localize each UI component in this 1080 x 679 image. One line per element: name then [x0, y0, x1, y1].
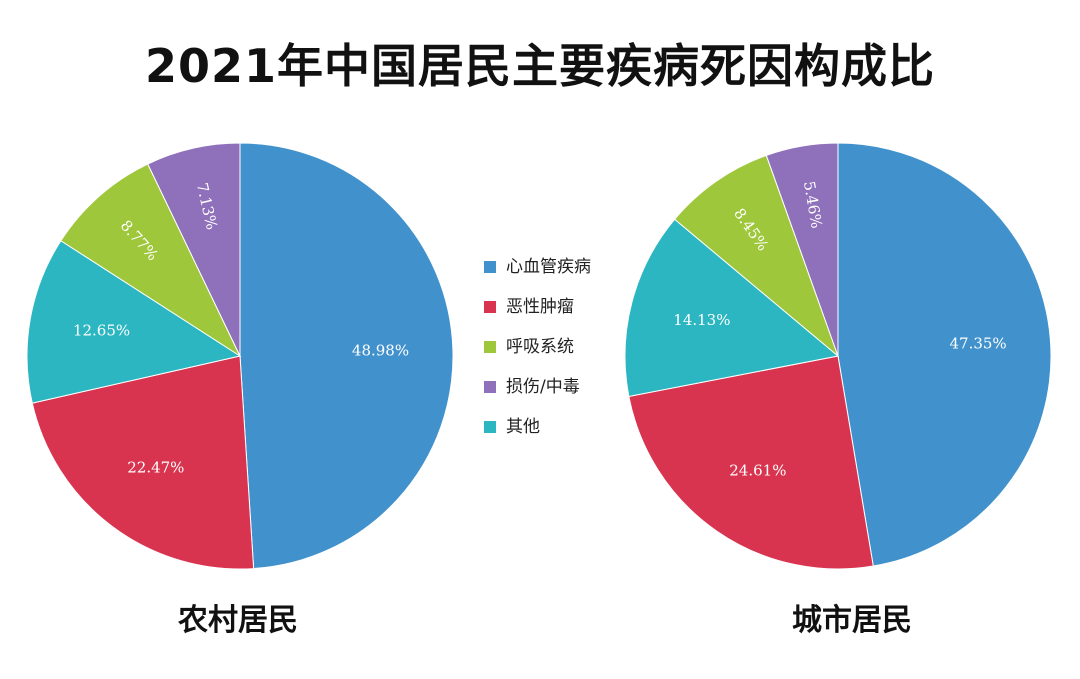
legend-swatch-other: [484, 421, 496, 433]
pie-chart-rural: 48.98%22.47%12.65%8.77%7.13%: [26, 142, 454, 570]
legend-label-cardiovascular: 心血管疾病: [506, 257, 591, 277]
legend-swatch-cardiovascular: [484, 261, 496, 273]
slice-rural-respiratory: [60, 163, 242, 358]
legend-label-respiratory: 呼吸系统: [506, 337, 574, 357]
legend-label-malignant-tumor: 恶性肿瘤: [506, 297, 574, 317]
legend-swatch-malignant-tumor: [484, 301, 496, 313]
slice-rural-cardiovascular: [239, 142, 454, 570]
slice-urban-respiratory: [673, 154, 840, 358]
slice-rural-injury-poisoning: [147, 142, 241, 357]
slice-label-urban-malignant-tumor: 24.61%: [729, 461, 786, 479]
slice-rural-other: [26, 240, 242, 404]
pie-chart-urban: 47.35%24.61%14.13%8.45% 5.46%: [624, 142, 1052, 570]
slice-label-urban-cardiovascular: 47.35%: [949, 334, 1006, 352]
slice-urban-injury-poisoning: [765, 142, 839, 357]
slice-urban-other: [624, 218, 840, 398]
chart-title: 2021年中国居民主要疾病死因构成比: [144, 39, 936, 93]
slice-rural-malignant-tumor: [31, 355, 255, 570]
slice-label-urban-other: 14.13%: [673, 311, 730, 329]
slice-label-rural-cardiovascular: 48.98%: [352, 341, 409, 359]
legend-label-other: 其他: [506, 417, 540, 437]
legend-swatch-injury-poisoning: [484, 381, 496, 393]
legend-label-injury-poisoning: 损伤/中毒: [506, 377, 580, 397]
slice-urban-malignant-tumor: [628, 355, 874, 570]
legend-swatch-respiratory: [484, 341, 496, 353]
pie-caption-rural: 农村居民: [177, 603, 298, 638]
slice-urban-cardiovascular: [837, 142, 1052, 567]
slice-label-rural-malignant-tumor: 22.47%: [127, 459, 184, 477]
pie-caption-urban: 城市居民: [792, 603, 912, 638]
slice-label-rural-other: 12.65%: [73, 322, 130, 340]
